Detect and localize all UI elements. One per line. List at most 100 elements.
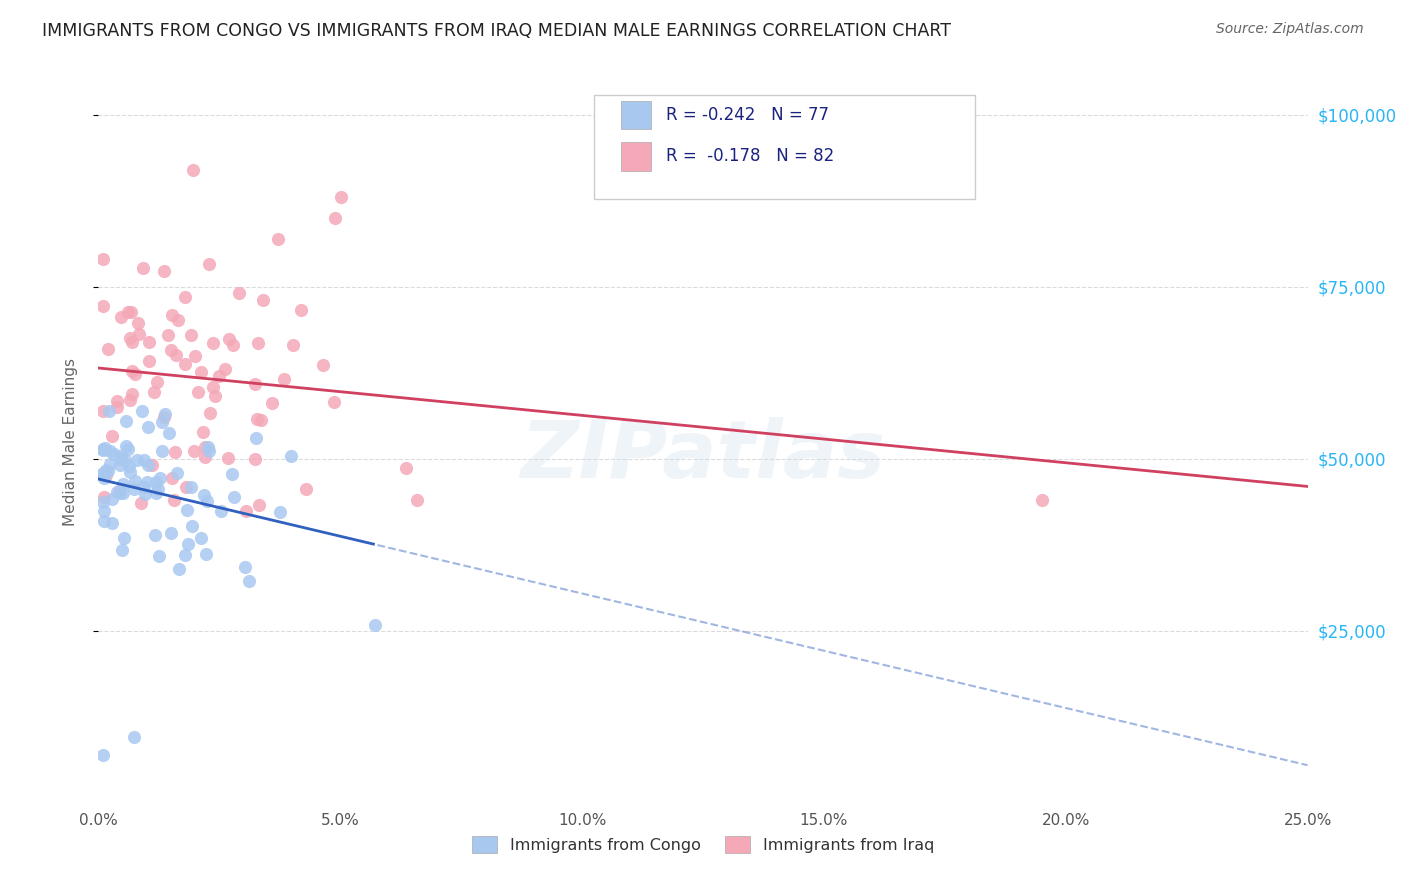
Point (91, 404, 114, 418)
Point (150, 415, 173, 429)
Point (114, 439, 136, 453)
Point (208, 369, 231, 384)
Point (245, 431, 267, 445)
Point (110, 310, 132, 325)
Point (146, 375, 169, 389)
Point (129, 495, 152, 509)
Point (91, 747, 114, 762)
Y-axis label: Median Male Earnings: Median Male Earnings (63, 358, 77, 525)
Point (174, 358, 197, 372)
Point (112, 531, 135, 545)
Point (190, 532, 212, 546)
Point (118, 458, 141, 473)
Point (105, 393, 128, 408)
Point (153, 264, 176, 278)
Point (117, 442, 139, 457)
Point (260, 396, 283, 410)
Point (120, 305, 142, 319)
Point (138, 354, 160, 368)
Point (167, 562, 190, 576)
Point (97, 343, 120, 357)
Point (167, 312, 190, 326)
Point (98, 444, 121, 458)
FancyBboxPatch shape (621, 101, 651, 129)
Point (222, 490, 245, 504)
Point (323, 211, 346, 225)
Point (91, 252, 114, 267)
Point (204, 389, 226, 403)
Text: R =  -0.178   N = 82: R = -0.178 N = 82 (665, 147, 834, 165)
Point (180, 328, 202, 343)
Point (124, 474, 146, 488)
Point (247, 498, 270, 512)
Text: IMMIGRANTS FROM CONGO VS IMMIGRANTS FROM IRAQ MEDIAN MALE EARNINGS CORRELATION C: IMMIGRANTS FROM CONGO VS IMMIGRANTS FROM… (42, 22, 952, 40)
Point (115, 414, 138, 428)
Point (269, 505, 291, 519)
Point (91, 467, 114, 481)
Point (121, 387, 143, 401)
Point (101, 492, 124, 507)
Point (209, 503, 232, 517)
Point (153, 407, 176, 421)
Point (217, 451, 239, 466)
Point (91, 467, 114, 481)
Point (250, 413, 273, 427)
Point (1031, 493, 1053, 508)
Legend: Immigrants from Congo, Immigrants from Iraq: Immigrants from Congo, Immigrants from I… (465, 830, 941, 860)
Point (111, 486, 134, 500)
Point (163, 492, 186, 507)
Point (221, 467, 243, 481)
Point (100, 429, 122, 443)
Point (110, 449, 132, 463)
Point (128, 327, 150, 342)
Point (117, 304, 139, 318)
Point (190, 365, 212, 379)
Text: R = -0.242   N = 77: R = -0.242 N = 77 (665, 106, 828, 124)
Point (121, 335, 143, 350)
Point (405, 493, 427, 508)
Point (132, 480, 155, 494)
Point (127, 316, 149, 330)
FancyBboxPatch shape (621, 142, 651, 170)
Point (222, 338, 245, 352)
Point (148, 549, 170, 563)
Point (195, 494, 218, 508)
Point (112, 476, 135, 491)
Point (132, 261, 155, 276)
Point (93, 471, 115, 485)
Point (101, 516, 124, 531)
Point (238, 574, 260, 588)
Point (108, 483, 131, 498)
Point (124, 367, 146, 381)
Point (247, 336, 270, 351)
Point (120, 331, 142, 345)
Point (143, 385, 166, 400)
Point (111, 542, 134, 557)
Point (94, 467, 117, 482)
Point (246, 412, 269, 426)
Point (97, 403, 120, 417)
Point (193, 488, 215, 502)
Point (198, 257, 221, 271)
Point (97, 464, 120, 478)
Point (153, 409, 176, 424)
Point (290, 302, 312, 317)
Point (183, 444, 205, 458)
Point (395, 461, 418, 475)
Point (233, 560, 256, 574)
Point (114, 452, 136, 467)
Point (108, 485, 131, 500)
Point (166, 466, 188, 480)
Point (105, 401, 128, 415)
Point (180, 480, 202, 494)
Point (363, 618, 385, 632)
Point (157, 328, 180, 343)
Point (132, 453, 155, 467)
Point (243, 452, 266, 467)
Point (174, 290, 197, 304)
Point (150, 444, 173, 458)
Point (91, 495, 114, 509)
Point (134, 486, 156, 500)
Point (165, 348, 187, 362)
Point (295, 482, 318, 496)
